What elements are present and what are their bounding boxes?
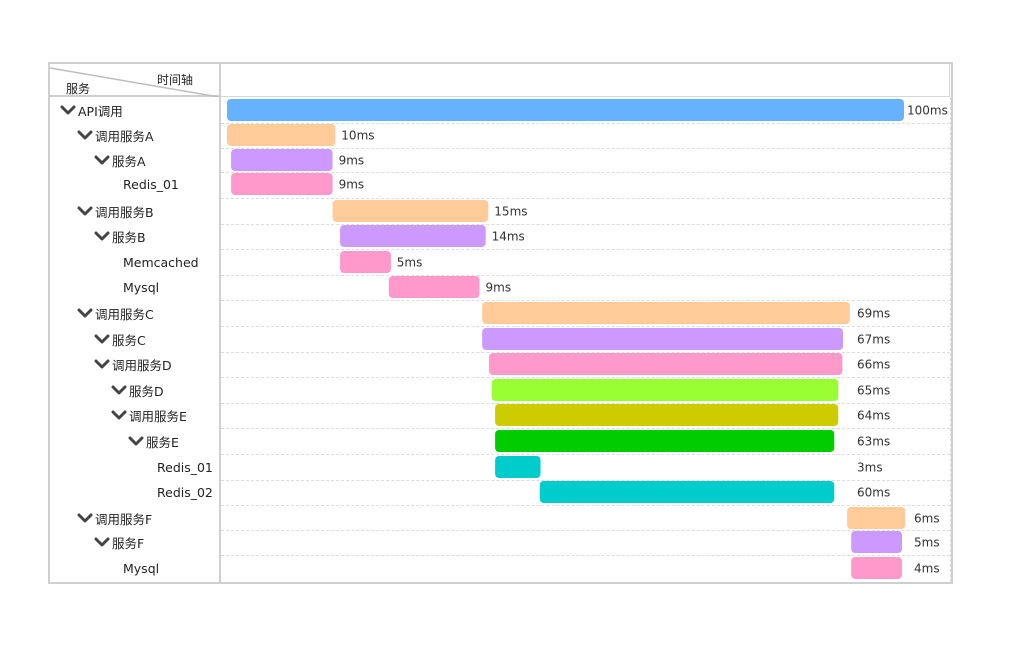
tree-item: Mysql [123, 277, 159, 297]
row-gridline [221, 377, 950, 378]
row-gridline [221, 428, 950, 429]
tree-item-label: Redis_01 [123, 176, 179, 192]
row-gridline [221, 123, 950, 124]
chevron-down-icon[interactable] [77, 307, 93, 319]
tree-item-label: 调用服务D [112, 357, 172, 373]
tree-item[interactable]: 服务A [94, 150, 146, 170]
row-gridline [221, 352, 950, 353]
row-gridline [221, 148, 950, 149]
tree-item-label: 服务E [146, 434, 179, 450]
chevron-down-icon[interactable] [111, 384, 127, 396]
row-gridline [221, 172, 950, 173]
row-gridline [221, 275, 950, 276]
tree-item: Redis_01 [157, 457, 213, 477]
row-gridline [221, 326, 950, 327]
tree-item: Redis_01 [123, 174, 179, 194]
row-gridline [221, 505, 950, 506]
tree-item[interactable]: 调用服务D [94, 354, 172, 374]
chevron-down-icon[interactable] [94, 536, 110, 548]
row-gridline [221, 198, 950, 199]
tree-item-label: 调用服务C [95, 306, 154, 322]
row-gridline [221, 224, 950, 225]
chevron-down-icon[interactable] [111, 409, 127, 421]
chevron-down-icon[interactable] [94, 154, 110, 166]
tree-item-label: 调用服务B [95, 204, 154, 220]
tree-item-label: Mysql [123, 560, 160, 576]
row-gridline [221, 249, 950, 250]
tree-item[interactable]: 服务D [111, 380, 164, 400]
service-tree-column [48, 62, 221, 584]
tree-item-label: 调用服务A [95, 128, 154, 144]
header-diagonal-divider [50, 67, 219, 97]
tree-item-label: 调用服务E [129, 408, 187, 424]
row-gridline [221, 555, 950, 556]
chevron-down-icon[interactable] [94, 333, 110, 345]
tree-item-label: 服务D [129, 383, 164, 399]
chevron-down-icon[interactable] [60, 104, 76, 116]
tree-item-label: 调用服务F [95, 511, 153, 527]
header-time-axis-label: 时间轴 [157, 73, 194, 87]
tree-item[interactable]: 调用服务F [77, 508, 152, 528]
tree-item[interactable]: 调用服务A [77, 125, 154, 145]
tree-item-label: 服务A [112, 153, 146, 169]
chevron-down-icon[interactable] [94, 230, 110, 242]
tree-item-label: Memcached [123, 254, 199, 270]
row-gridline [221, 530, 950, 531]
tree-item-label: 服务F [112, 535, 145, 551]
tree-item: Memcached [123, 252, 199, 272]
tree-item: Redis_02 [157, 482, 213, 502]
tree-item[interactable]: 调用服务C [77, 303, 154, 323]
chevron-down-icon[interactable] [77, 205, 93, 217]
tree-item-label: Redis_01 [157, 459, 213, 475]
tree-item[interactable]: API调用 [60, 100, 123, 120]
tree-item[interactable]: 服务C [94, 329, 146, 349]
header-service-label: 服务 [66, 82, 91, 96]
tree-item-label: Mysql [123, 279, 160, 295]
header-service-cell [50, 64, 219, 97]
chevron-down-icon[interactable] [77, 129, 93, 141]
row-gridline [221, 403, 950, 404]
chevron-down-icon[interactable] [77, 512, 93, 524]
tree-item-label: 服务B [112, 229, 146, 245]
tree-item-label: API调用 [78, 103, 123, 119]
row-right-edge [947, 97, 951, 582]
header-timeline-cell [221, 64, 950, 97]
row-gridline [221, 480, 950, 481]
tree-item-label: 服务C [112, 332, 146, 348]
tree-item-label: Redis_02 [157, 484, 213, 500]
tree-item[interactable]: 服务E [128, 431, 179, 451]
row-gridline [221, 300, 950, 301]
tree-item: Mysql [123, 558, 159, 578]
tree-item[interactable]: 调用服务B [77, 201, 154, 221]
chevron-down-icon[interactable] [94, 358, 110, 370]
row-gridline [221, 454, 950, 455]
tree-item[interactable]: 调用服务E [111, 405, 187, 425]
tree-item[interactable]: 服务F [94, 532, 144, 552]
chevron-down-icon[interactable] [128, 435, 144, 447]
tree-item[interactable]: 服务B [94, 226, 146, 246]
